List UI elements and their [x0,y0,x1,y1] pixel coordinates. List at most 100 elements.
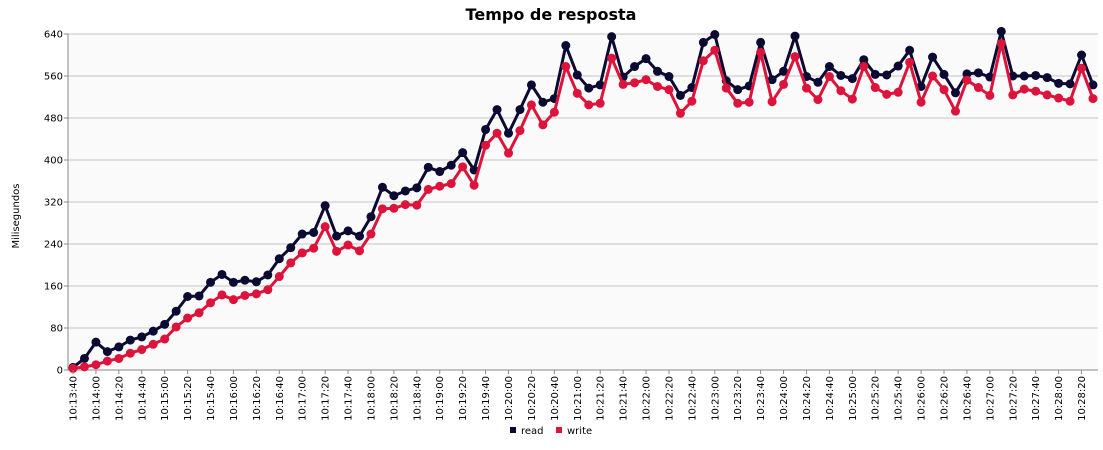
y-tick-label: 640 [44,30,63,41]
data-point-write [733,98,743,108]
x-tick-label: 10:27:40 [1031,376,1042,421]
legend-swatch-read [510,427,516,433]
data-point-write [1008,90,1018,100]
x-tick-label: 10:28:20 [1077,376,1088,421]
data-point-write [160,334,170,344]
data-point-read [515,105,525,115]
x-tick-label: 10:15:20 [183,376,194,421]
x-tick-label: 10:18:00 [366,376,377,421]
data-point-write [435,181,445,191]
data-point-write [561,62,571,72]
data-point-read [916,82,926,91]
x-tick-label: 10:24:20 [802,376,813,421]
data-point-write [366,229,376,239]
data-point-read [160,319,170,329]
data-point-read [423,162,433,172]
x-tick-label: 10:16:20 [252,376,263,421]
data-point-write [882,89,892,99]
y-tick-label: 320 [44,198,63,209]
data-point-write [492,128,502,138]
data-point-write [630,78,640,88]
data-point-write [91,360,101,370]
data-point-read [125,335,135,345]
data-point-write [469,180,479,190]
y-tick-label: 160 [44,282,63,293]
data-point-write [584,100,594,110]
data-point-write [1077,63,1087,73]
data-point-read [767,75,777,85]
data-point-write [790,52,800,62]
y-tick-labels: 0 80 160 240 320 400 480 560 640 [44,30,68,377]
x-tick-label: 10:18:20 [389,376,400,421]
data-point-write [125,348,135,358]
legend-swatch-write [556,427,562,433]
data-point-read [733,85,743,95]
data-point-read [1042,73,1052,83]
data-point-write [985,90,995,100]
series-read [68,26,1098,372]
data-point-write [320,222,330,232]
data-point-write [194,308,204,318]
data-point-write [1054,93,1064,103]
x-tick-label: 10:16:40 [275,376,286,421]
data-point-read [893,61,903,71]
y-tick-label: 480 [44,114,63,125]
x-tick-label: 10:23:40 [756,376,767,421]
data-point-write [217,290,227,300]
data-point-write [400,200,410,210]
legend-label-write: write [567,426,592,437]
data-point-write [950,106,960,116]
x-tick-label: 10:16:00 [229,376,240,421]
data-point-write [962,75,972,85]
data-point-write [68,363,78,373]
data-point-read [962,69,972,79]
data-point-write [893,87,903,97]
data-point-write [1088,94,1098,104]
data-point-write [859,62,869,72]
data-point-read [630,62,640,72]
data-point-write [309,243,319,253]
data-point-read [446,160,456,170]
data-point-read [813,77,823,87]
x-tick-labels: 10:13:40 10:14:00 10:14:20 10:14:40 10:15:00… [69,370,1088,421]
data-point-write [297,248,307,258]
data-point-read [91,337,101,347]
x-tick-label: 10:20:20 [527,376,538,421]
x-tick-label: 10:15:00 [160,376,171,421]
x-tick-label: 10:19:00 [435,376,446,421]
data-point-read [664,72,674,82]
x-tick-label: 10:20:00 [504,376,515,421]
x-tick-label: 10:17:20 [321,376,332,421]
data-point-read [710,30,720,40]
data-point-write [251,289,261,299]
x-tick-label: 10:23:20 [733,376,744,421]
data-point-read [240,275,250,285]
data-point-read [389,191,399,201]
x-tick-label: 10:20:40 [550,376,561,421]
data-point-read [561,41,571,51]
data-point-read [458,148,468,158]
data-point-write [389,203,399,213]
data-point-write [171,322,181,332]
data-point-read [183,292,193,301]
data-point-read [332,231,342,241]
data-point-read [206,277,216,287]
data-point-read [779,66,789,76]
data-point-read [194,291,204,301]
data-point-write [228,295,238,305]
data-point-read [412,183,422,193]
data-point-read [1054,78,1064,88]
data-point-write [824,72,834,82]
data-point-read [1031,70,1041,80]
data-point-write [412,200,422,210]
data-point-write [446,179,456,189]
data-point-read [652,66,662,76]
data-point-write [206,298,216,308]
data-point-read [377,182,387,192]
data-point-write [102,356,112,366]
data-point-write [148,339,158,349]
data-point-write [355,246,365,256]
legend: read write [510,426,592,437]
data-point-read [870,69,880,79]
data-point-write [801,83,811,93]
